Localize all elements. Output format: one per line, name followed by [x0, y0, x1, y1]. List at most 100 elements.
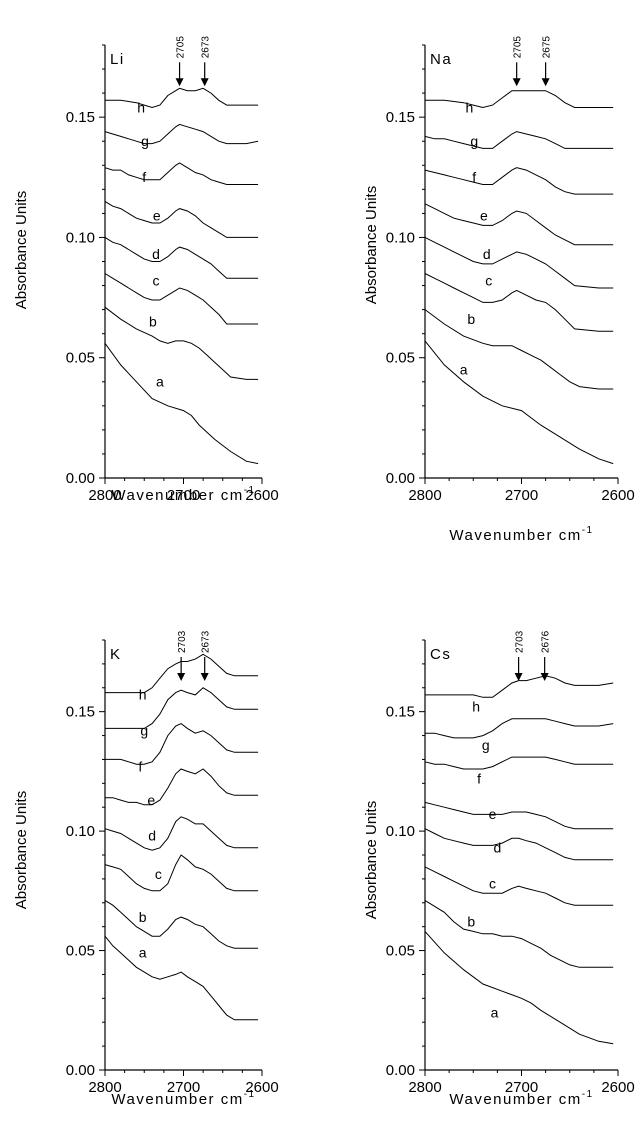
series-line-c — [104, 854, 259, 892]
panel-na: 0.00 0.05 0.10 0.15 2800 2700 2600 Wavenumber c… — [363, 36, 635, 544]
y-tick-label: 0.10 — [66, 229, 95, 246]
series-line-f — [104, 162, 259, 185]
panel-title: Cs — [430, 646, 451, 663]
series-line-a — [104, 343, 259, 465]
series-line-d — [104, 236, 259, 279]
series-line-d — [424, 236, 614, 289]
series-line-h — [105, 87, 259, 109]
series-line-d — [104, 816, 259, 851]
y-tick-label: 0.15 — [386, 704, 415, 721]
y-tick-label: 0.05 — [66, 943, 95, 960]
peak-arrow-head — [541, 78, 550, 87]
series-label-c: c — [489, 875, 496, 891]
peak-label: 2675 — [542, 36, 553, 59]
x-axis-label: Wavenumber cm-1 — [111, 1089, 255, 1108]
peak-arrow-head — [512, 78, 521, 87]
series-label-h: h — [137, 99, 145, 115]
panel-title: Li — [110, 51, 125, 68]
y-axis-label: Absorbance Units — [13, 191, 30, 309]
y-tick-label: 0.15 — [386, 109, 415, 126]
peak-label: 2705 — [513, 36, 524, 59]
series-line-b — [424, 309, 614, 390]
series-label-h: h — [465, 99, 473, 115]
x-tick-label: 2800 — [408, 1079, 441, 1096]
x-tick-label: 2800 — [88, 487, 121, 504]
series-label-b: b — [467, 914, 475, 930]
series-label-f: f — [142, 169, 146, 185]
series-label-a: a — [491, 1004, 499, 1020]
y-axis-label: Absorbance Units — [363, 186, 380, 304]
series-label-e: e — [489, 806, 497, 822]
series-line-c — [424, 273, 614, 332]
series-label-h: h — [472, 699, 480, 715]
series-label-g: g — [141, 133, 149, 149]
y-tick-label: 0.00 — [66, 470, 95, 487]
peak-label: 2703 — [515, 630, 526, 653]
y-tick-label: 0.10 — [386, 823, 415, 840]
series-line-f — [424, 756, 614, 770]
series-line-a — [104, 935, 259, 1021]
x-tick-label: 2800 — [408, 487, 441, 504]
series-line-b — [424, 899, 614, 968]
series-label-d: d — [493, 840, 501, 856]
y-tick-label: 0.10 — [66, 823, 95, 840]
series-line-g — [105, 687, 259, 729]
series-line-e — [105, 768, 259, 806]
series-line-b — [104, 899, 259, 949]
series-line-c — [424, 866, 614, 906]
series-line-g — [425, 718, 614, 739]
x-axis-label-unit: -1 — [244, 1089, 256, 1100]
series-line-b — [104, 306, 259, 380]
x-axis-label: Wavenumber cm-1 — [449, 1089, 593, 1108]
series-line-f — [105, 723, 259, 765]
x-tick-label: 2600 — [601, 487, 634, 504]
peak-label: 2705 — [176, 36, 187, 59]
series-label-a: a — [139, 945, 147, 961]
y-axis-label: Absorbance Units — [363, 801, 380, 919]
series-line-h — [105, 653, 259, 694]
y-tick-label: 0.05 — [386, 350, 415, 367]
peak-label: 2676 — [541, 630, 552, 653]
x-axis-label-unit: -1 — [582, 1089, 594, 1100]
x-axis-label-main: Wavenumber cm — [111, 487, 243, 504]
x-axis-label: Wavenumber cm-1 — [449, 525, 593, 544]
panel-cs: 0.00 0.05 0.10 0.15 2800 2700 2600 Wavenumber c… — [363, 630, 635, 1108]
series-line-g — [424, 131, 614, 149]
peak-arrow-head — [175, 78, 184, 87]
series-label-f: f — [472, 169, 476, 185]
series-line-e — [424, 203, 614, 246]
series-label-d: d — [483, 246, 491, 262]
series-line-a — [424, 931, 614, 1045]
series-label-g: g — [482, 737, 490, 753]
series-line-a — [424, 340, 614, 465]
series-label-a: a — [156, 374, 164, 390]
series-label-e: e — [147, 792, 155, 808]
series-label-h: h — [139, 687, 147, 703]
x-axis-label-unit: -1 — [582, 525, 594, 536]
x-tick-label: 2700 — [505, 487, 538, 504]
x-tick-label: 2600 — [601, 1079, 634, 1096]
x-tick-label: 2600 — [245, 1079, 278, 1096]
series-label-e: e — [153, 208, 161, 224]
peak-label: 2703 — [177, 630, 188, 653]
peak-arrow-head — [514, 673, 523, 681]
series-line-e — [104, 200, 259, 238]
x-tick-label: 2700 — [505, 1079, 538, 1096]
panel-title: Na — [430, 51, 452, 68]
x-tick-label: 2700 — [167, 487, 200, 504]
x-axis-label: Wavenumber cm-1 — [111, 485, 255, 504]
x-tick-label: 2600 — [245, 487, 278, 504]
y-tick-label: 0.00 — [66, 1062, 95, 1079]
series-label-b: b — [467, 311, 475, 327]
series-line-c — [104, 273, 259, 325]
x-axis-label-main: Wavenumber cm — [449, 527, 581, 544]
peak-arrow-head — [200, 673, 209, 681]
series-line-f — [424, 167, 614, 195]
series-label-g: g — [470, 133, 478, 149]
x-axis-label-main: Wavenumber cm — [111, 1091, 243, 1108]
series-label-b: b — [139, 909, 147, 925]
peak-arrow-head — [540, 673, 549, 681]
series-label-f: f — [477, 770, 481, 786]
